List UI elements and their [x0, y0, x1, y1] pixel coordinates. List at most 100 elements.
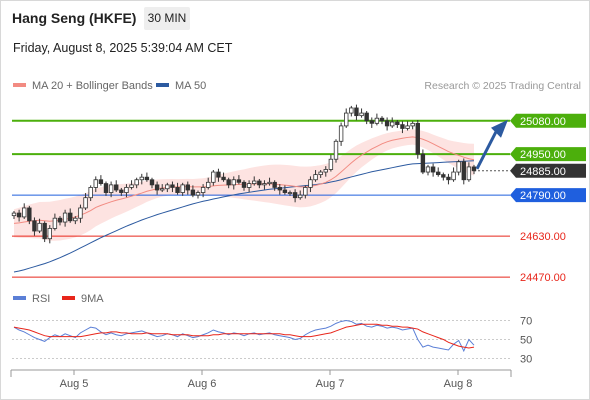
- candle-body: [333, 140, 339, 160]
- candle-body: [446, 176, 451, 181]
- rsi-tick-label: 70: [520, 316, 532, 328]
- candle-body: [374, 117, 380, 124]
- rsi-line: [13, 319, 475, 353]
- candle-body: [354, 107, 359, 117]
- x-tick-label: Aug 5: [60, 378, 89, 390]
- level-tag: 24885.00: [510, 163, 586, 178]
- candle-body: [190, 189, 196, 196]
- candle-body: [272, 181, 277, 188]
- candle-body: [236, 179, 242, 183]
- level-tag-bg: [510, 188, 586, 203]
- candle-body: [57, 217, 63, 223]
- candle-body: [180, 184, 185, 193]
- candle-body: [195, 192, 201, 196]
- candle-body: [298, 194, 303, 199]
- level-tag-bg: [510, 147, 586, 162]
- candle-body: [88, 187, 93, 199]
- candle-body: [364, 112, 369, 122]
- candle-body: [154, 184, 160, 191]
- legend-rsi: RSI: [13, 293, 50, 305]
- rsi-swatch: [13, 296, 26, 301]
- level-tag: 25080.00: [510, 113, 586, 128]
- ma9-swatch: [62, 296, 75, 301]
- forecast-arrow: [475, 129, 499, 170]
- candle-body: [134, 179, 139, 186]
- candle-body: [11, 212, 17, 217]
- candle-body: [471, 166, 477, 172]
- candle-body: [119, 189, 124, 193]
- ma50-line: [13, 160, 475, 273]
- candle-body: [287, 192, 293, 194]
- candle-body: [252, 180, 257, 184]
- candle-body: [32, 220, 37, 232]
- candle-body: [114, 184, 119, 191]
- candle-body: [267, 181, 272, 184]
- candle-body: [93, 179, 98, 188]
- candle-body: [328, 158, 334, 170]
- candle-body: [441, 174, 446, 178]
- rsi-tick-label: 50: [520, 335, 532, 347]
- candle-body: [405, 125, 410, 129]
- candle-body: [108, 184, 114, 193]
- candle-body: [349, 107, 354, 114]
- candle-body: [98, 179, 104, 184]
- candle-body: [83, 197, 88, 209]
- level-tag-text: 24790.00: [520, 190, 566, 202]
- candle-body: [436, 171, 441, 176]
- candle-body: [379, 117, 385, 122]
- x-tick-label: Aug 6: [188, 378, 217, 390]
- legend-ma9: 9MA: [62, 293, 104, 305]
- candle-body: [308, 179, 313, 188]
- level-label: 24630.00: [520, 231, 566, 243]
- level-tag-text: 25080.00: [520, 116, 566, 128]
- candle-body: [216, 171, 221, 178]
- candle-body: [369, 120, 374, 124]
- level-label: 24470.00: [520, 272, 566, 284]
- candle-body: [211, 171, 216, 183]
- candle-body: [149, 179, 155, 186]
- candle-body: [185, 184, 190, 191]
- candle-body: [124, 187, 129, 193]
- candle-body: [165, 184, 170, 190]
- candle-body: [175, 187, 180, 193]
- candle-body: [456, 161, 461, 173]
- candle-body: [231, 179, 236, 186]
- chart-datetime: Friday, August 8, 2025 5:39:04 AM CET: [13, 41, 233, 55]
- candle-body: [144, 176, 150, 181]
- candle-body: [52, 217, 58, 229]
- candle-body: [282, 189, 288, 193]
- candle-body: [390, 121, 395, 127]
- candle-body: [68, 212, 73, 222]
- level-tag-text: 24885.00: [520, 166, 566, 178]
- ma50-label: MA 50: [175, 80, 207, 92]
- candle-body: [129, 184, 134, 188]
- candle-body: [384, 120, 390, 127]
- candle-body: [22, 207, 27, 218]
- candle-body: [257, 180, 262, 186]
- candle-body: [62, 212, 68, 223]
- candle-body: [410, 122, 415, 127]
- candle-body: [221, 176, 226, 181]
- candle-body: [241, 181, 247, 188]
- rsi-tick-label: 30: [520, 354, 532, 366]
- candle-body: [262, 183, 267, 186]
- candle-body: [313, 174, 318, 181]
- candle-body: [303, 187, 308, 196]
- candle-body: [73, 217, 78, 222]
- candle-body: [16, 212, 22, 218]
- level-tag-bg: [510, 163, 586, 178]
- timeframe-badge[interactable]: 30 MIN: [144, 7, 190, 30]
- candle-body: [420, 153, 426, 173]
- level-tag-text: 24950.00: [520, 149, 566, 161]
- candle-body: [451, 171, 456, 181]
- candle-body: [415, 122, 420, 155]
- candle-body: [359, 112, 364, 117]
- x-tick-label: Aug 7: [316, 378, 345, 390]
- candle-body: [47, 228, 52, 240]
- credit-text: Research © 2025 Trading Central: [424, 80, 581, 92]
- candle-body: [206, 181, 211, 188]
- candle-body: [430, 166, 436, 173]
- level-tag: 24790.00: [510, 188, 586, 203]
- forecast-arrow-head: [491, 119, 508, 138]
